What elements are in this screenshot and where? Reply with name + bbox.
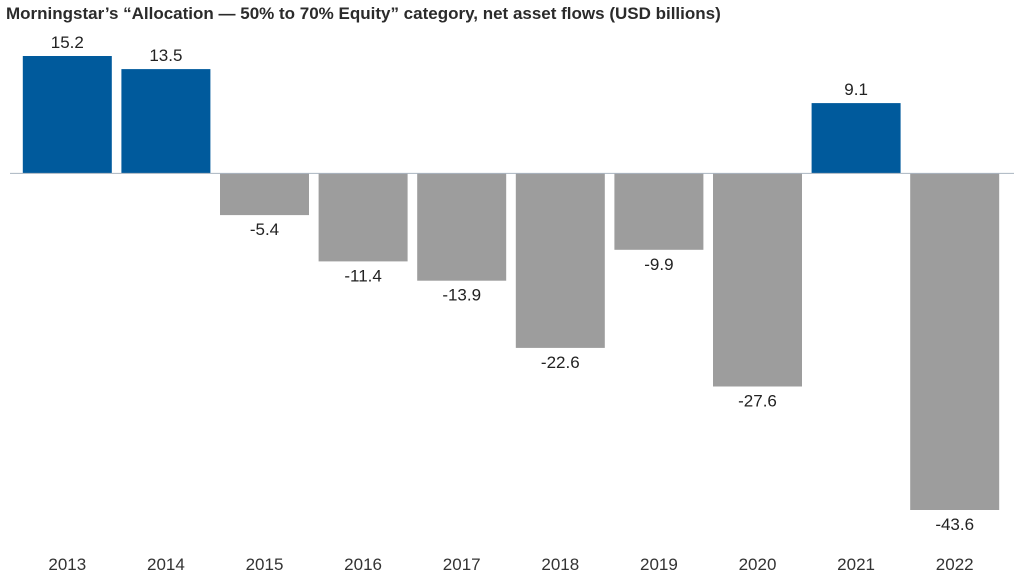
- bar-2022: [910, 173, 1000, 510]
- x-axis-tick-labels: 2013 2014 2015 2016 2017 2018 2019 2020 2021 2022: [48, 555, 973, 574]
- value-label-2015: -5.4: [250, 220, 279, 239]
- value-label-2022: -43.6: [935, 515, 974, 534]
- x-tick-label-2018: 2018: [541, 555, 579, 574]
- x-tick-label-2014: 2014: [147, 555, 185, 574]
- bar-2017: [417, 173, 507, 281]
- bar-2016: [318, 173, 408, 262]
- x-tick-label-2017: 2017: [443, 555, 481, 574]
- bar-2021: [811, 103, 901, 174]
- x-tick-label-2020: 2020: [739, 555, 777, 574]
- bar-2020: [713, 173, 802, 387]
- bars-group: [22, 56, 1000, 510]
- x-tick-label-2021: 2021: [837, 555, 875, 574]
- x-tick-label-2015: 2015: [246, 555, 284, 574]
- bar-2018: [515, 173, 605, 348]
- x-tick-label-2022: 2022: [936, 555, 974, 574]
- bar-2013: [22, 56, 112, 174]
- chart-title: Morningstar’s “Allocation — 50% to 70% E…: [6, 4, 721, 23]
- value-label-2019: -9.9: [644, 255, 673, 274]
- value-label-2016: -11.4: [344, 266, 382, 285]
- value-label-2021: 9.1: [844, 80, 868, 99]
- value-label-2017: -13.9: [442, 286, 481, 305]
- bar-2019: [614, 173, 704, 250]
- x-tick-label-2016: 2016: [344, 555, 382, 574]
- bar-2015: [220, 173, 309, 216]
- value-label-2018: -22.6: [541, 353, 580, 372]
- x-tick-label-2019: 2019: [640, 555, 678, 574]
- value-label-2013: 15.2: [51, 33, 84, 52]
- bar-2014: [121, 69, 211, 174]
- value-labels-group: 15.2 13.5 -5.4 -11.4 -13.9 -22.6 -9.9 -27.6 9.1 -…: [51, 33, 974, 534]
- value-label-2014: 13.5: [149, 46, 182, 65]
- x-tick-label-2013: 2013: [48, 555, 86, 574]
- value-label-2020: -27.6: [738, 392, 777, 411]
